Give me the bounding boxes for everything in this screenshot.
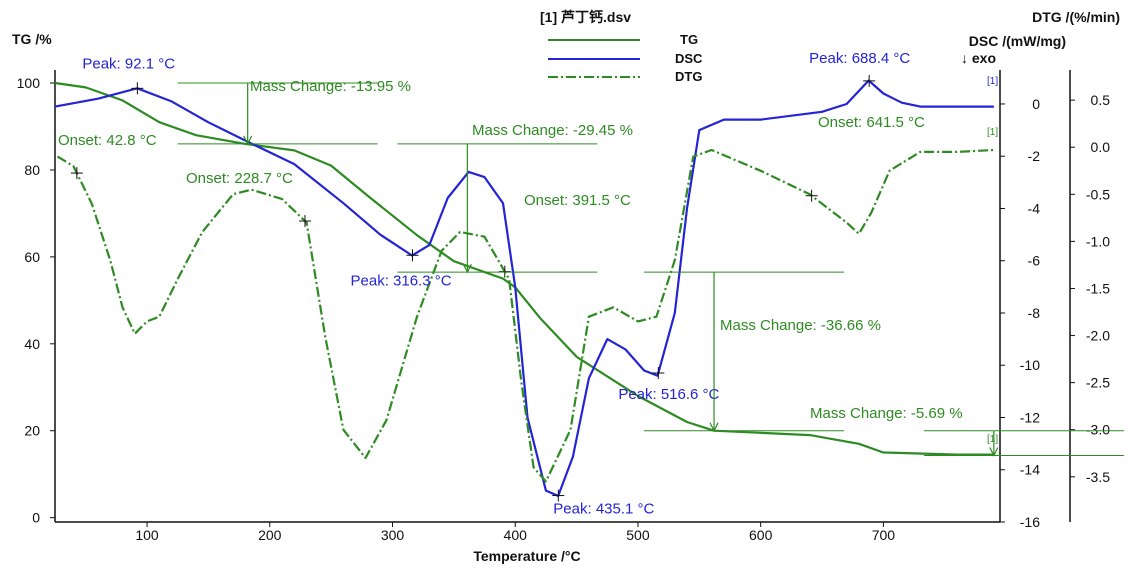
dtg-tick-label: -3.0 xyxy=(1086,422,1110,438)
dtg-tick-label: 0.0 xyxy=(1091,139,1111,155)
dsc-tick-label: -12 xyxy=(1020,409,1040,425)
peak-label: Peak: 435.1 °C xyxy=(553,501,654,518)
series-line-dtg xyxy=(56,148,994,483)
dsc-tick-label: 0 xyxy=(1032,96,1040,112)
dtg-axis-title: DTG /(%/min) xyxy=(1032,9,1120,25)
x-tick-label: 100 xyxy=(135,527,159,543)
legend-label-dtg: DTG xyxy=(675,69,702,84)
series-line-dsc xyxy=(54,79,994,497)
curve-tag: [1] xyxy=(987,127,998,138)
dsc-tick-label: -6 xyxy=(1028,253,1041,269)
tg-axis-title: TG /% xyxy=(12,31,52,47)
x-tick-label: 200 xyxy=(258,527,282,543)
peak-label: Peak: 92.1 °C xyxy=(82,55,175,72)
curve-tag: [1] xyxy=(987,434,998,445)
peak-label: Peak: 316.3 °C xyxy=(351,272,452,289)
dtg-tick-label: -0.5 xyxy=(1086,186,1110,202)
series-line-tg xyxy=(54,81,994,456)
x-tick-label: 600 xyxy=(749,527,773,543)
series-layer xyxy=(54,79,994,497)
x-tick-label: 300 xyxy=(381,527,405,543)
mass-change-arrowhead xyxy=(709,422,719,433)
dtg-tick-label: -2.0 xyxy=(1086,328,1110,344)
dtg-tick-label: -3.5 xyxy=(1086,469,1110,485)
chart-title: [1] 芦丁钙.dsv xyxy=(540,9,631,25)
x-tick-label: 500 xyxy=(626,527,650,543)
tg-tick-label: 40 xyxy=(24,336,40,352)
x-tick-label: 400 xyxy=(504,527,528,543)
curve-tag: [1] xyxy=(987,76,998,87)
tg-tick-label: 0 xyxy=(32,510,40,526)
dtg-tick-label: 0.5 xyxy=(1091,92,1111,108)
tg-tick-label: 20 xyxy=(24,423,40,439)
dtg-tick-label: -2.5 xyxy=(1086,375,1110,391)
annotation-layer: Peak: 92.1 °C Peak: 316.3 °C Peak: 435.1 °… xyxy=(58,50,1124,518)
peak-label: Peak: 688.4 °C xyxy=(809,50,910,67)
mass-change-arrowhead xyxy=(462,263,472,274)
ticks-layer: 100 200 300 400 500 600 700 0 20 40 60 80 100 0 -2 -4 -6… xyxy=(17,75,1111,543)
mass-change-label: Mass Change: -36.66 % xyxy=(720,317,881,334)
legend-label-tg: TG xyxy=(680,32,698,47)
mass-change-label: Mass Change: -13.95 % xyxy=(250,78,411,95)
legend-label-dsc: DSC xyxy=(675,51,703,66)
mass-change-arrowhead xyxy=(243,135,253,146)
dsc-axis-title: DSC /(mW/mg) xyxy=(969,33,1066,49)
mass-change-label: Mass Change: -29.45 % xyxy=(472,122,633,139)
dsc-tick-label: -4 xyxy=(1028,200,1041,216)
x-axis-title: Temperature /°C xyxy=(473,548,580,564)
dsc-tick-label: -16 xyxy=(1020,514,1040,530)
dtg-tick-label: -1.0 xyxy=(1086,233,1110,249)
mass-change-label: Mass Change: -5.69 % xyxy=(810,405,963,422)
onset-label: Onset: 228.7 °C xyxy=(186,170,293,187)
legend: TG DSC DTG xyxy=(548,32,703,84)
dsc-tick-label: -2 xyxy=(1028,148,1041,164)
tg-tick-label: 80 xyxy=(24,162,40,178)
dsc-tick-label: -10 xyxy=(1020,357,1040,373)
axes-layer xyxy=(54,70,1071,523)
dtg-tick-label: -1.5 xyxy=(1086,280,1110,296)
exo-label: ↓ exo xyxy=(961,50,996,66)
dsc-tick-label: -8 xyxy=(1028,305,1041,321)
tg-tick-label: 100 xyxy=(17,75,41,91)
onset-label: Onset: 42.8 °C xyxy=(58,132,157,149)
onset-label: Onset: 641.5 °C xyxy=(818,114,925,131)
mass-change-arrowhead xyxy=(989,447,999,457)
dsc-tick-label: -14 xyxy=(1020,462,1040,478)
peak-label: Peak: 516.6 °C xyxy=(618,386,719,403)
x-tick-label: 700 xyxy=(872,527,896,543)
onset-label: Onset: 391.5 °C xyxy=(524,192,631,209)
tg-tick-label: 60 xyxy=(24,249,40,265)
